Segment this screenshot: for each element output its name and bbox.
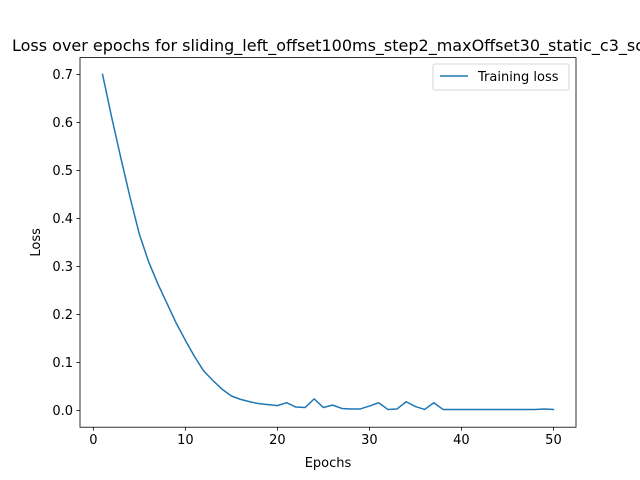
y-tick-label: 0.5 xyxy=(52,164,73,179)
x-axis-ticks: 0 10 20 30 40 50 xyxy=(89,427,562,448)
y-tick-label: 0.4 xyxy=(52,212,73,227)
chart-title: Loss over epochs for sliding_left_offset… xyxy=(12,36,640,56)
y-tick-label: 0.2 xyxy=(52,308,73,323)
plot-frame xyxy=(79,57,577,428)
y-tick-label: 0.1 xyxy=(52,356,73,371)
series-layer xyxy=(101,73,555,411)
legend: Training loss xyxy=(432,63,570,91)
x-tick-label: 30 xyxy=(361,433,378,448)
y-axis-label: Loss xyxy=(29,228,44,257)
y-tick-label: 0.3 xyxy=(52,260,73,275)
x-tick-label: 50 xyxy=(545,433,562,448)
x-axis-label: Epochs xyxy=(305,456,352,471)
plot-area xyxy=(80,57,576,428)
x-tick-label: 10 xyxy=(177,433,194,448)
y-tick-label: 0.0 xyxy=(52,404,73,419)
legend-box xyxy=(432,63,570,91)
y-tick-label: 0.7 xyxy=(52,68,73,83)
x-tick-label: 0 xyxy=(89,433,97,448)
y-tick-label: 0.6 xyxy=(52,116,73,131)
legend-label: Training loss xyxy=(477,70,559,85)
x-tick-label: 20 xyxy=(269,433,286,448)
x-tick-label: 40 xyxy=(453,433,470,448)
y-axis-ticks: 0.0 0.1 0.2 0.3 0.4 0.5 0.6 0.7 xyxy=(52,68,80,419)
series-line-training-loss xyxy=(101,73,555,411)
